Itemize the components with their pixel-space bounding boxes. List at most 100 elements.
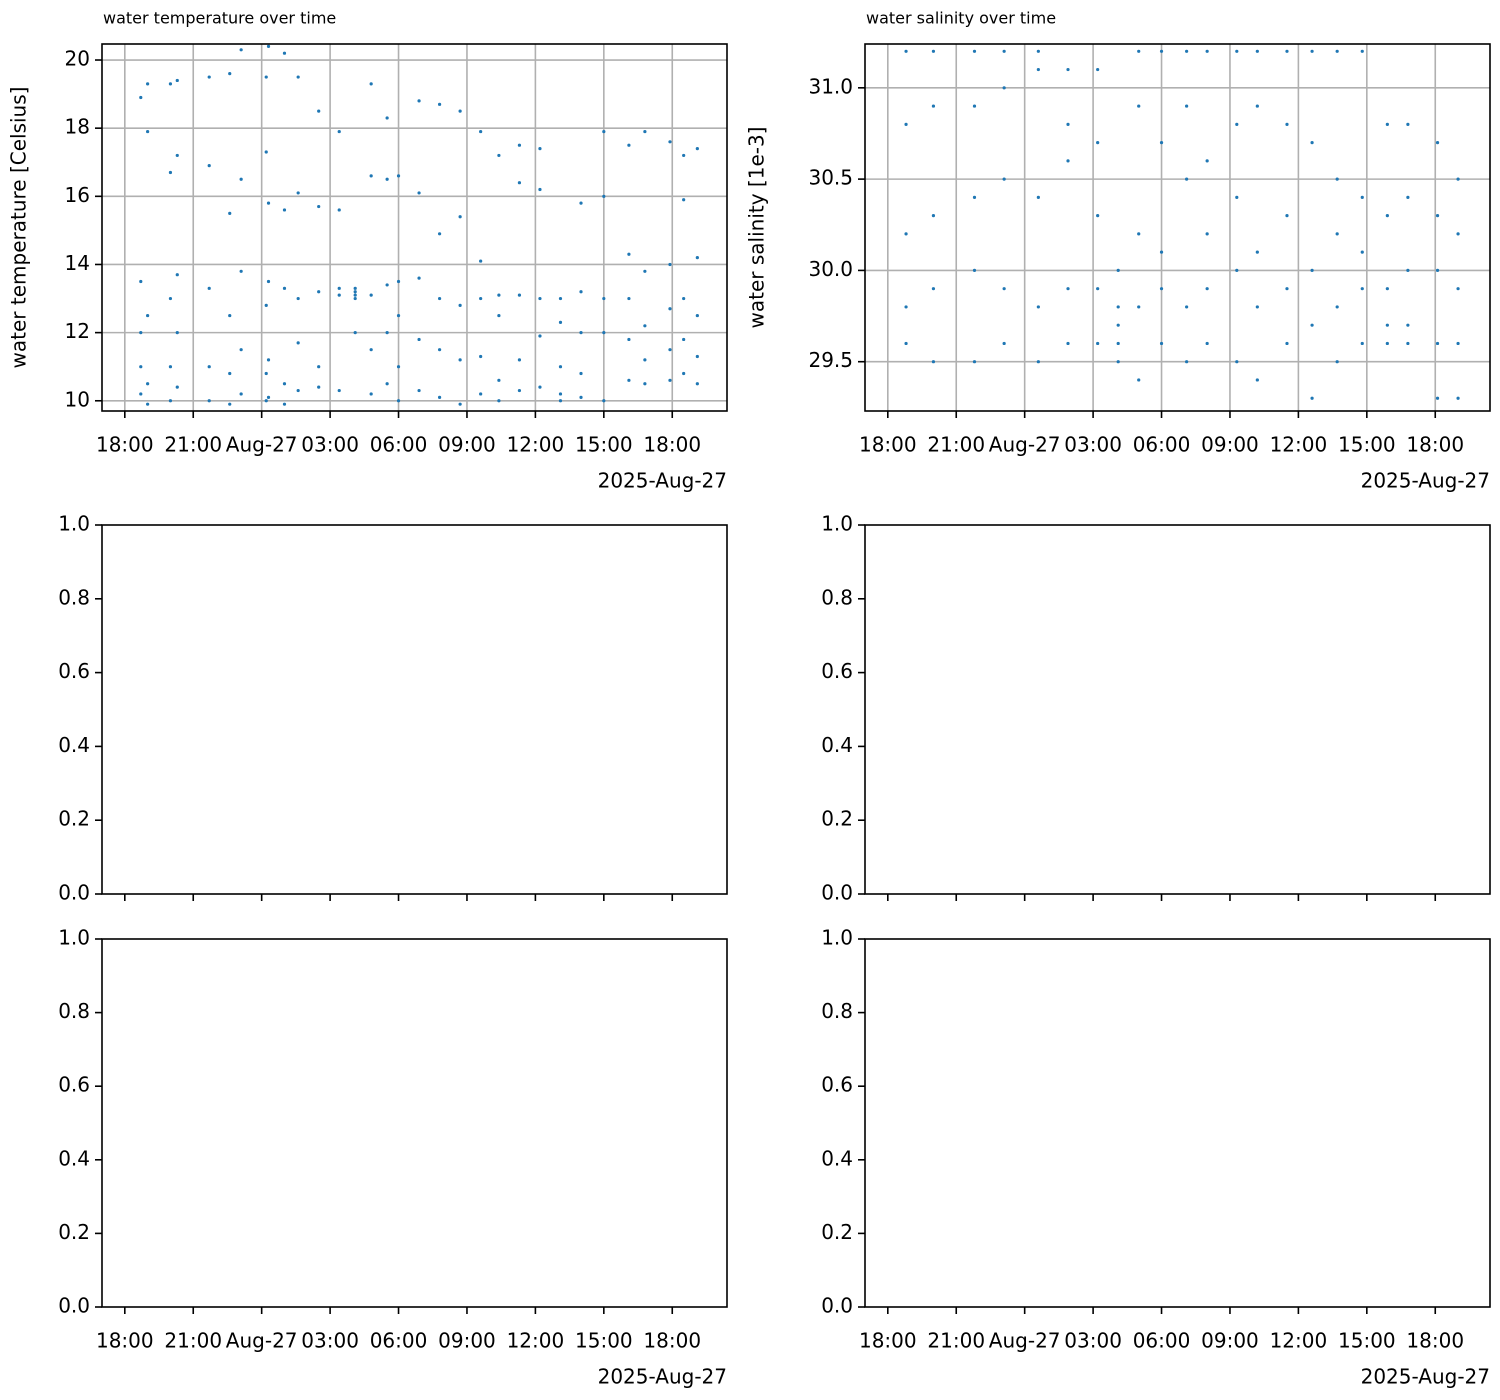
data-point xyxy=(1406,122,1410,126)
x-tick-label: 12:00 xyxy=(507,1329,565,1353)
x-tick-label: 15:00 xyxy=(575,433,633,457)
data-point xyxy=(228,211,232,215)
data-point xyxy=(1335,305,1339,309)
data-point xyxy=(369,82,373,86)
data-point xyxy=(627,337,631,342)
data-point xyxy=(479,129,483,134)
data-point xyxy=(1255,305,1259,309)
y-tick-label: 0.0 xyxy=(58,881,90,905)
data-point xyxy=(1116,305,1120,309)
data-point xyxy=(1235,49,1239,53)
data-point xyxy=(168,170,173,175)
data-point xyxy=(1205,341,1209,346)
data-point xyxy=(264,399,268,403)
data-point xyxy=(1185,305,1189,309)
data-point xyxy=(264,371,268,376)
data-point xyxy=(1335,177,1339,181)
data-point xyxy=(1002,86,1006,90)
data-point xyxy=(396,399,401,403)
data-point xyxy=(437,395,442,399)
data-point xyxy=(228,313,232,318)
data-point xyxy=(239,348,243,352)
data-point xyxy=(1159,341,1164,346)
x-tick-label: 09:00 xyxy=(438,433,496,457)
data-point xyxy=(538,187,542,192)
data-point xyxy=(643,358,647,362)
data-point xyxy=(1066,67,1070,72)
data-point xyxy=(904,341,908,346)
data-point xyxy=(1310,268,1314,273)
data-point xyxy=(168,365,173,369)
data-point xyxy=(175,153,179,158)
data-point xyxy=(602,296,606,301)
data-point xyxy=(1235,122,1239,126)
data-point xyxy=(266,279,271,284)
data-point xyxy=(1360,287,1364,291)
axes-frame xyxy=(101,43,728,412)
data-point xyxy=(1036,67,1040,72)
y-axis-label: water temperature [Celsius] xyxy=(7,87,31,369)
x-tick-label: 06:00 xyxy=(370,433,428,457)
y-tick-label: 0.0 xyxy=(58,1294,90,1318)
data-point xyxy=(353,286,357,290)
data-point xyxy=(931,49,936,53)
data-point xyxy=(972,195,977,199)
data-point xyxy=(385,116,389,120)
data-point xyxy=(168,399,173,403)
y-tick-label: 14 xyxy=(65,251,90,275)
x-tick-label: 18:00 xyxy=(1406,433,1464,457)
x-tick-label: 03:00 xyxy=(1064,433,1122,457)
data-point xyxy=(579,201,583,205)
x-tick-label: 06:00 xyxy=(1133,1329,1191,1353)
y-tick-label: 0.6 xyxy=(821,659,853,683)
data-point xyxy=(1036,305,1040,309)
data-point xyxy=(1066,341,1070,346)
data-point xyxy=(1159,49,1164,53)
data-point xyxy=(682,296,686,301)
data-point xyxy=(1137,378,1141,382)
data-point xyxy=(175,385,179,389)
data-point xyxy=(385,331,389,335)
data-point xyxy=(558,399,563,403)
data-point xyxy=(1185,360,1189,364)
data-point xyxy=(904,122,908,126)
data-point xyxy=(458,303,462,307)
data-point xyxy=(1435,396,1440,400)
data-point xyxy=(207,75,211,79)
data-point xyxy=(1235,268,1239,273)
data-point xyxy=(479,296,483,301)
data-point xyxy=(1096,214,1100,218)
x-tick-label: 21:00 xyxy=(927,433,985,457)
data-point xyxy=(931,214,936,218)
data-point xyxy=(695,313,699,318)
data-point xyxy=(317,290,321,294)
data-point xyxy=(296,191,300,195)
data-point xyxy=(1137,305,1141,309)
x-tick-label: 09:00 xyxy=(438,1329,496,1353)
data-point xyxy=(668,348,672,352)
y-tick-label: 20 xyxy=(65,47,90,71)
y-tick-label: 1.0 xyxy=(821,926,853,950)
x-tick-label: 18:00 xyxy=(96,1329,154,1353)
data-point xyxy=(337,286,341,290)
data-point xyxy=(1116,323,1120,327)
y-tick-label: 30.5 xyxy=(808,166,853,190)
x-tick-label: 03:00 xyxy=(1064,1329,1122,1353)
data-point xyxy=(458,215,462,219)
x-tick-label: 21:00 xyxy=(164,1329,222,1353)
data-point xyxy=(1235,195,1239,199)
y-tick-label: 0.2 xyxy=(58,1220,90,1244)
x-tick-label: 18:00 xyxy=(859,1329,917,1353)
data-point xyxy=(175,331,179,335)
data-point xyxy=(1385,287,1389,291)
data-point xyxy=(369,348,373,352)
data-point xyxy=(385,283,389,287)
data-point xyxy=(175,273,179,277)
data-point xyxy=(1002,49,1006,53)
data-point xyxy=(1456,232,1460,236)
data-point xyxy=(695,147,699,151)
data-point xyxy=(643,324,647,328)
data-point xyxy=(146,82,150,86)
data-point xyxy=(682,198,686,202)
x-offset-label: 2025-Aug-27 xyxy=(1361,469,1490,493)
